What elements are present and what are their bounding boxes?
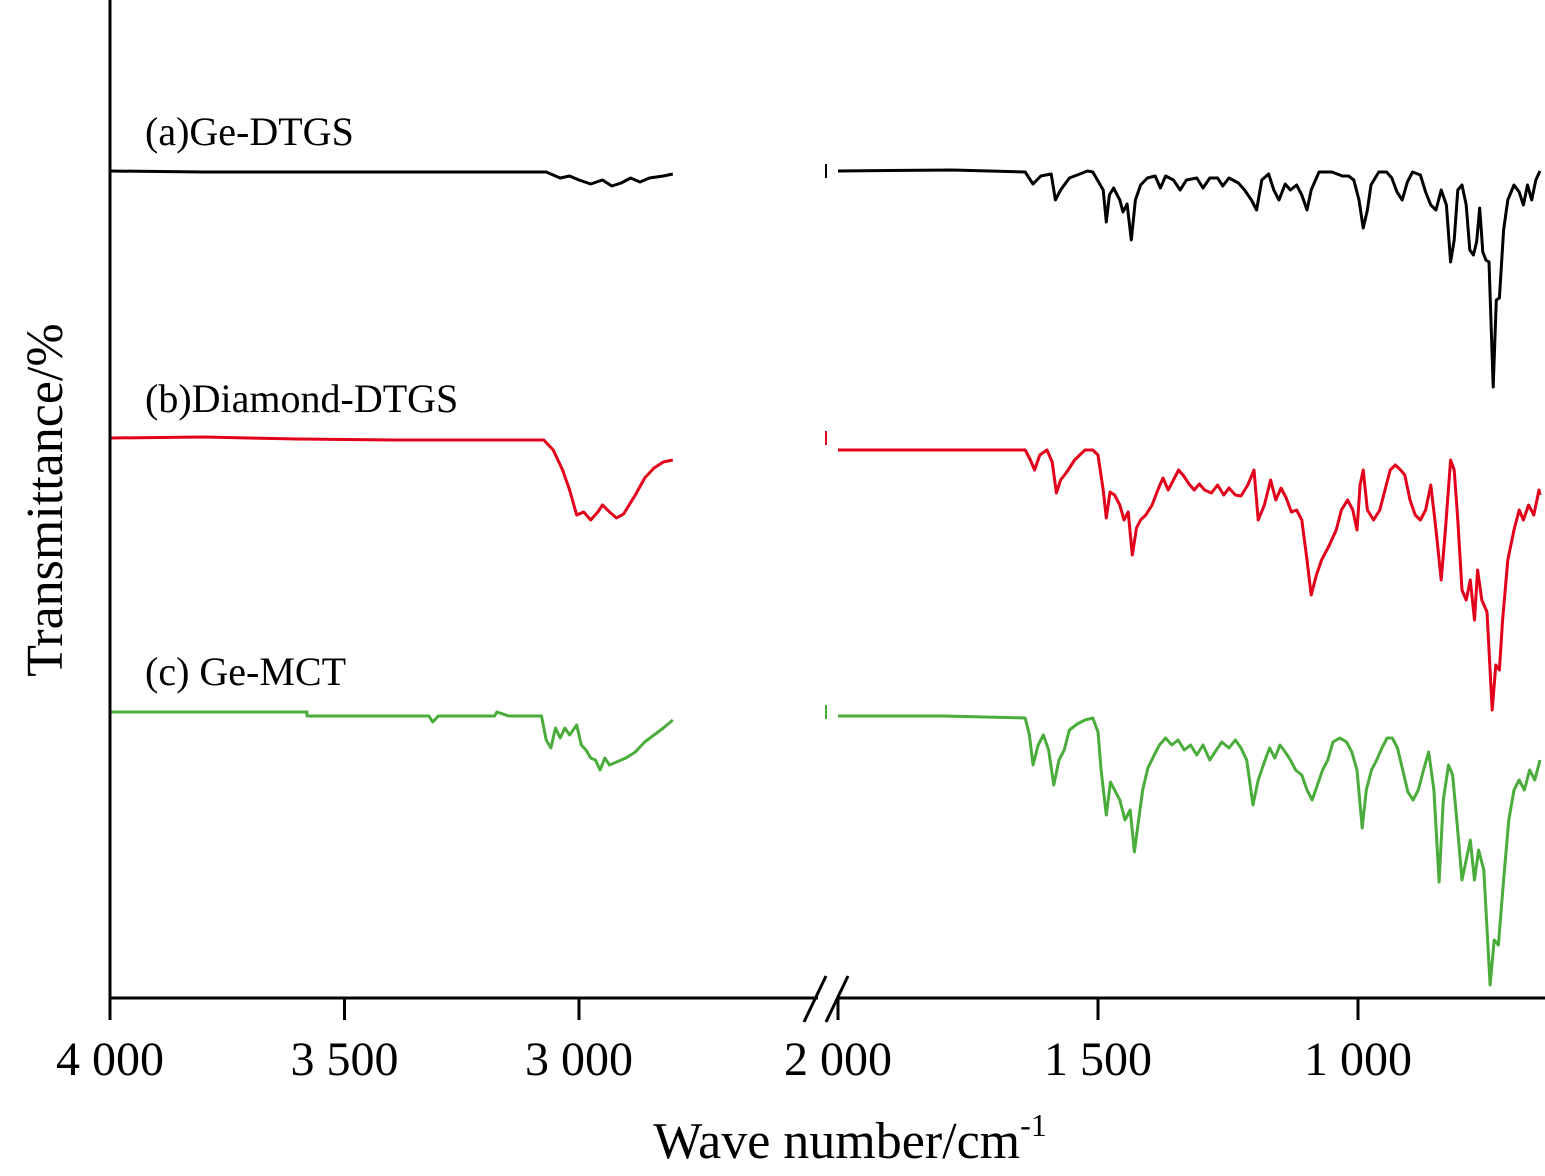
axes-layer [108,0,1545,1023]
series-line-b-part-1 [109,435,674,522]
series-line-b-part-2 [838,448,1542,712]
series-line-c-part-2 [838,714,1542,987]
x-axis-title-superscript: -1 [1020,1107,1047,1143]
series-label-a: (a)Ge-DTGS [145,109,354,154]
x-axis-title: Wave number/cm-1 [653,1107,1047,1170]
series-label-c: (c) Ge-MCT [145,649,346,694]
x-tick-label: 4 000 [56,1033,164,1086]
x-tick-label: 1 500 [1044,1033,1152,1086]
series-line-a-part-2 [837,168,1542,389]
x-tick-label: 1 000 [1304,1033,1412,1086]
x-axis-title-main: Wave number/cm [653,1113,1020,1170]
series-line-c-part-1 [110,710,674,772]
series-line-a-part-1 [109,169,674,188]
x-tick-label: 2 000 [784,1033,892,1086]
x-tick-label: 3 500 [291,1033,399,1086]
axis-break-mark-left [802,975,828,1023]
x-tick-label: 3 000 [525,1033,633,1086]
series-label-b: (b)Diamond-DTGS [145,376,458,421]
ticks-layer: 4 000 3 500 3 000 2 000 1 500 1 000 [56,998,1412,1086]
labels-layer: (a)Ge-DTGS (b)Diamond-DTGS (c) Ge-MCT Tr… [17,109,1047,1170]
y-axis-title: Transmittance/% [17,323,74,676]
series-layer [109,164,1542,987]
